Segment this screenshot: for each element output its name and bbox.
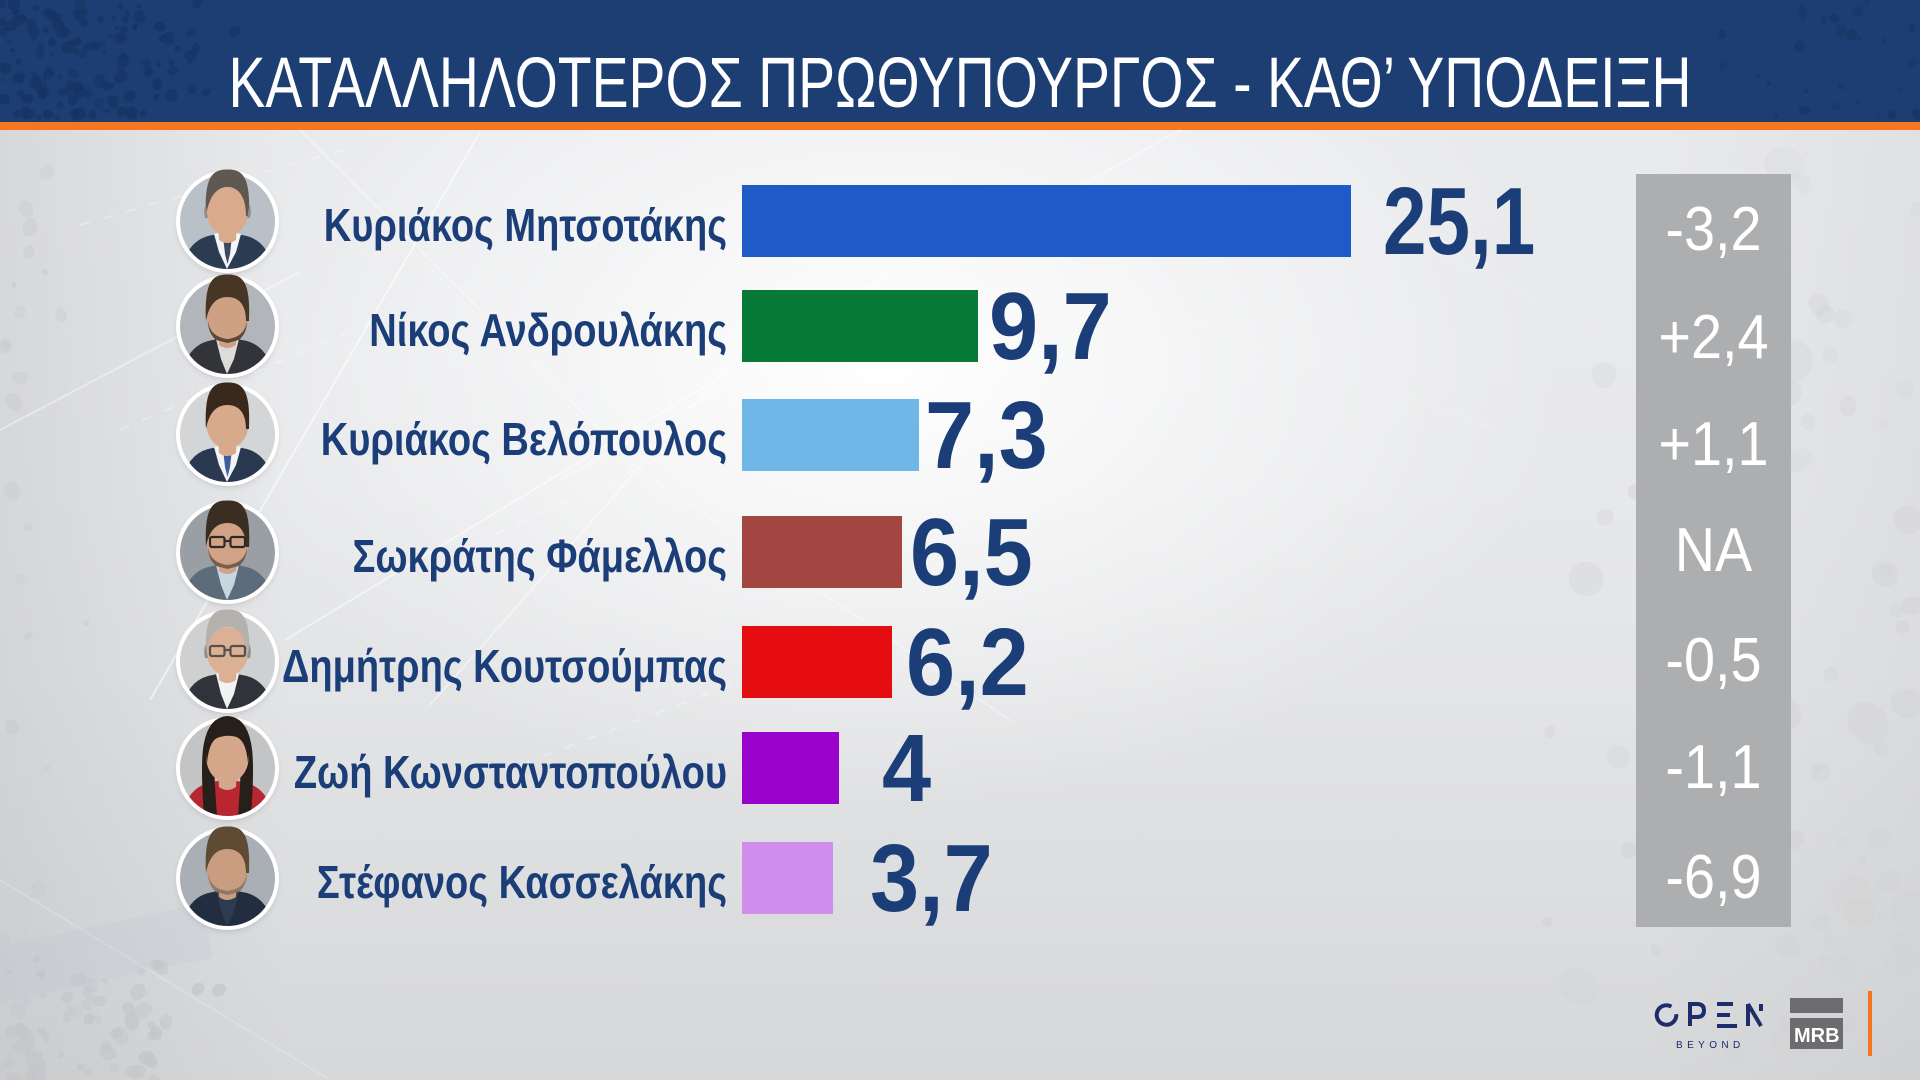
svg-text:MRB: MRB bbox=[1794, 1025, 1840, 1047]
svg-text:BEYOND: BEYOND bbox=[1676, 1040, 1745, 1051]
